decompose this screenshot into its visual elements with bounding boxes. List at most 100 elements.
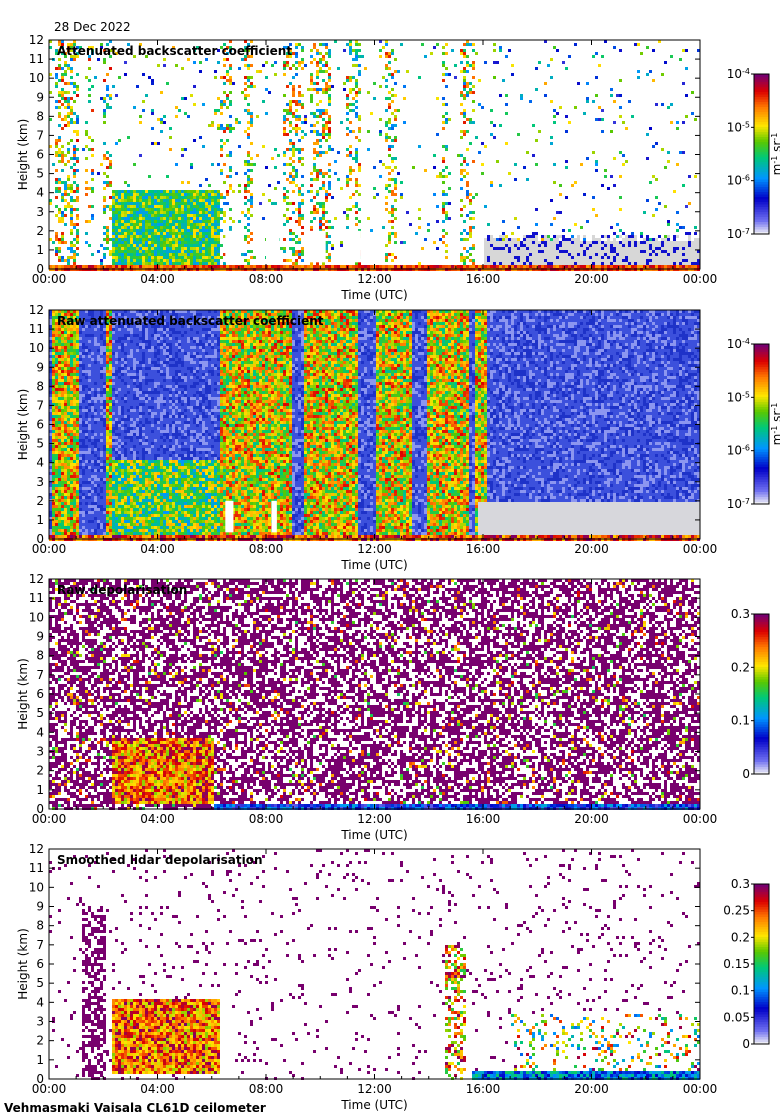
y-tick-label: 8 bbox=[36, 649, 44, 663]
y-tick-label: 8 bbox=[36, 109, 44, 123]
instrument-label: Vehmasmaki Vaisala CL61D ceilometer bbox=[4, 1101, 266, 1115]
x-tick-label: 08:00 bbox=[249, 272, 284, 286]
x-axis-label: Time (UTC) bbox=[340, 288, 407, 302]
y-tick-label: 9 bbox=[36, 630, 44, 644]
x-tick-label: 12:00 bbox=[357, 542, 392, 556]
x-axis-label: Time (UTC) bbox=[340, 828, 407, 842]
heatmap-field bbox=[49, 40, 700, 271]
gap bbox=[309, 231, 325, 262]
y-tick-label: 8 bbox=[36, 379, 44, 393]
colorbar-tick-label: 10-4 bbox=[727, 337, 750, 352]
x-tick-label: 04:00 bbox=[140, 272, 175, 286]
colorbar-tick-label: 10-7 bbox=[727, 227, 750, 242]
y-tick-label: 6 bbox=[36, 687, 44, 701]
y-tick-label: 11 bbox=[29, 322, 44, 336]
y-tick-label: 2 bbox=[36, 1034, 44, 1048]
y-tick-label: 4 bbox=[36, 995, 44, 1009]
x-tick-label: 00:00 bbox=[683, 542, 718, 556]
y-tick-label: 9 bbox=[36, 360, 44, 374]
y-tick-label: 7 bbox=[36, 128, 44, 142]
colorbar-tick-label: 0.1 bbox=[731, 714, 750, 728]
y-tick-label: 1 bbox=[36, 243, 44, 257]
y-tick-label: 2 bbox=[36, 764, 44, 778]
y-tick-label: 6 bbox=[36, 418, 44, 432]
y-tick-label: 10 bbox=[29, 71, 44, 85]
y-tick-label: 3 bbox=[36, 205, 44, 219]
y-tick-label: 4 bbox=[36, 456, 44, 470]
x-tick-label: 08:00 bbox=[249, 812, 284, 826]
x-tick-label: 16:00 bbox=[466, 812, 501, 826]
colorbar-tick-label: 10-5 bbox=[727, 390, 750, 405]
x-tick-label: 20:00 bbox=[574, 542, 609, 556]
gap bbox=[225, 231, 239, 262]
panel-4: Smoothed lidar depolarisation01234567891… bbox=[16, 842, 769, 1112]
y-tick-label: 5 bbox=[36, 976, 44, 990]
colorbar-units: m-1 sr-1 bbox=[770, 133, 780, 176]
x-tick-label: 20:00 bbox=[574, 812, 609, 826]
y-tick-label: 12 bbox=[29, 842, 44, 856]
y-tick-label: 10 bbox=[29, 610, 44, 624]
y-tick-label: 9 bbox=[36, 900, 44, 914]
x-tick-label: 16:00 bbox=[466, 542, 501, 556]
y-tick-label: 3 bbox=[36, 475, 44, 489]
y-tick-label: 5 bbox=[36, 706, 44, 720]
colorbar-tick-label: 0 bbox=[742, 1037, 750, 1051]
x-tick-label: 20:00 bbox=[574, 1082, 609, 1096]
y-tick-label: 2 bbox=[36, 494, 44, 508]
y-tick-label: 12 bbox=[29, 33, 44, 47]
x-tick-label: 04:00 bbox=[140, 812, 175, 826]
colorbar-tick-label: 10-6 bbox=[727, 173, 750, 188]
x-tick-label: 00:00 bbox=[32, 542, 67, 556]
x-axis-label: Time (UTC) bbox=[340, 1098, 407, 1112]
heatmap-field bbox=[49, 310, 700, 541]
panel-title: Smoothed lidar depolarisation bbox=[57, 853, 263, 867]
panel-1: Attenuated backscatter coefficient012345… bbox=[16, 33, 780, 302]
y-tick-label: 9 bbox=[36, 90, 44, 104]
colorbar: 00.10.20.3 bbox=[731, 607, 769, 781]
y-tick-label: 12 bbox=[29, 303, 44, 317]
y-tick-label: 5 bbox=[36, 167, 44, 181]
y-tick-label: 1 bbox=[36, 1053, 44, 1067]
panel-title: Raw attenuated backscatter coefficient bbox=[57, 314, 324, 328]
y-axis-label: Height (km) bbox=[16, 389, 30, 460]
x-tick-label: 00:00 bbox=[683, 272, 718, 286]
colorbar-tick-label: 0.3 bbox=[731, 607, 750, 621]
y-tick-label: 3 bbox=[36, 745, 44, 759]
y-tick-label: 11 bbox=[29, 861, 44, 875]
x-tick-label: 12:00 bbox=[357, 1082, 392, 1096]
y-tick-label: 6 bbox=[36, 957, 44, 971]
x-tick-label: 04:00 bbox=[140, 542, 175, 556]
panel-title: Raw depolarisation bbox=[57, 583, 187, 597]
y-axis-label: Height (km) bbox=[16, 119, 30, 190]
gap bbox=[266, 231, 280, 262]
x-tick-label: 04:00 bbox=[140, 1082, 175, 1096]
y-tick-label: 6 bbox=[36, 148, 44, 162]
x-tick-label: 16:00 bbox=[466, 272, 501, 286]
colorbar-tick-label: 10-5 bbox=[727, 120, 750, 135]
y-tick-label: 10 bbox=[29, 880, 44, 894]
y-tick-label: 7 bbox=[36, 398, 44, 412]
y-tick-label: 8 bbox=[36, 919, 44, 933]
colorbar-tick-label: 0.2 bbox=[731, 930, 750, 944]
x-tick-label: 12:00 bbox=[357, 812, 392, 826]
x-axis-label: Time (UTC) bbox=[340, 558, 407, 572]
colorbar-tick-label: 0.05 bbox=[723, 1010, 750, 1024]
y-tick-label: 1 bbox=[36, 783, 44, 797]
y-tick-label: 4 bbox=[36, 186, 44, 200]
colorbar-tick-label: 0.15 bbox=[723, 957, 750, 971]
colorbar: 10-710-610-510-4m-1 sr-1 bbox=[727, 337, 780, 512]
x-tick-label: 00:00 bbox=[32, 272, 67, 286]
x-tick-label: 00:00 bbox=[683, 1082, 718, 1096]
colorbar-tick-label: 0 bbox=[742, 767, 750, 781]
panel-title: Attenuated backscatter coefficient bbox=[57, 44, 292, 58]
colorbar-tick-label: 10-6 bbox=[727, 443, 750, 458]
colorbar-tick-label: 0.1 bbox=[731, 984, 750, 998]
panel-2: Raw attenuated backscatter coefficient01… bbox=[16, 303, 780, 572]
y-tick-label: 12 bbox=[29, 572, 44, 586]
y-tick-label: 7 bbox=[36, 668, 44, 682]
colorbar: 00.050.10.150.20.250.3 bbox=[723, 877, 769, 1051]
x-tick-label: 00:00 bbox=[32, 1082, 67, 1096]
x-tick-label: 16:00 bbox=[466, 1082, 501, 1096]
